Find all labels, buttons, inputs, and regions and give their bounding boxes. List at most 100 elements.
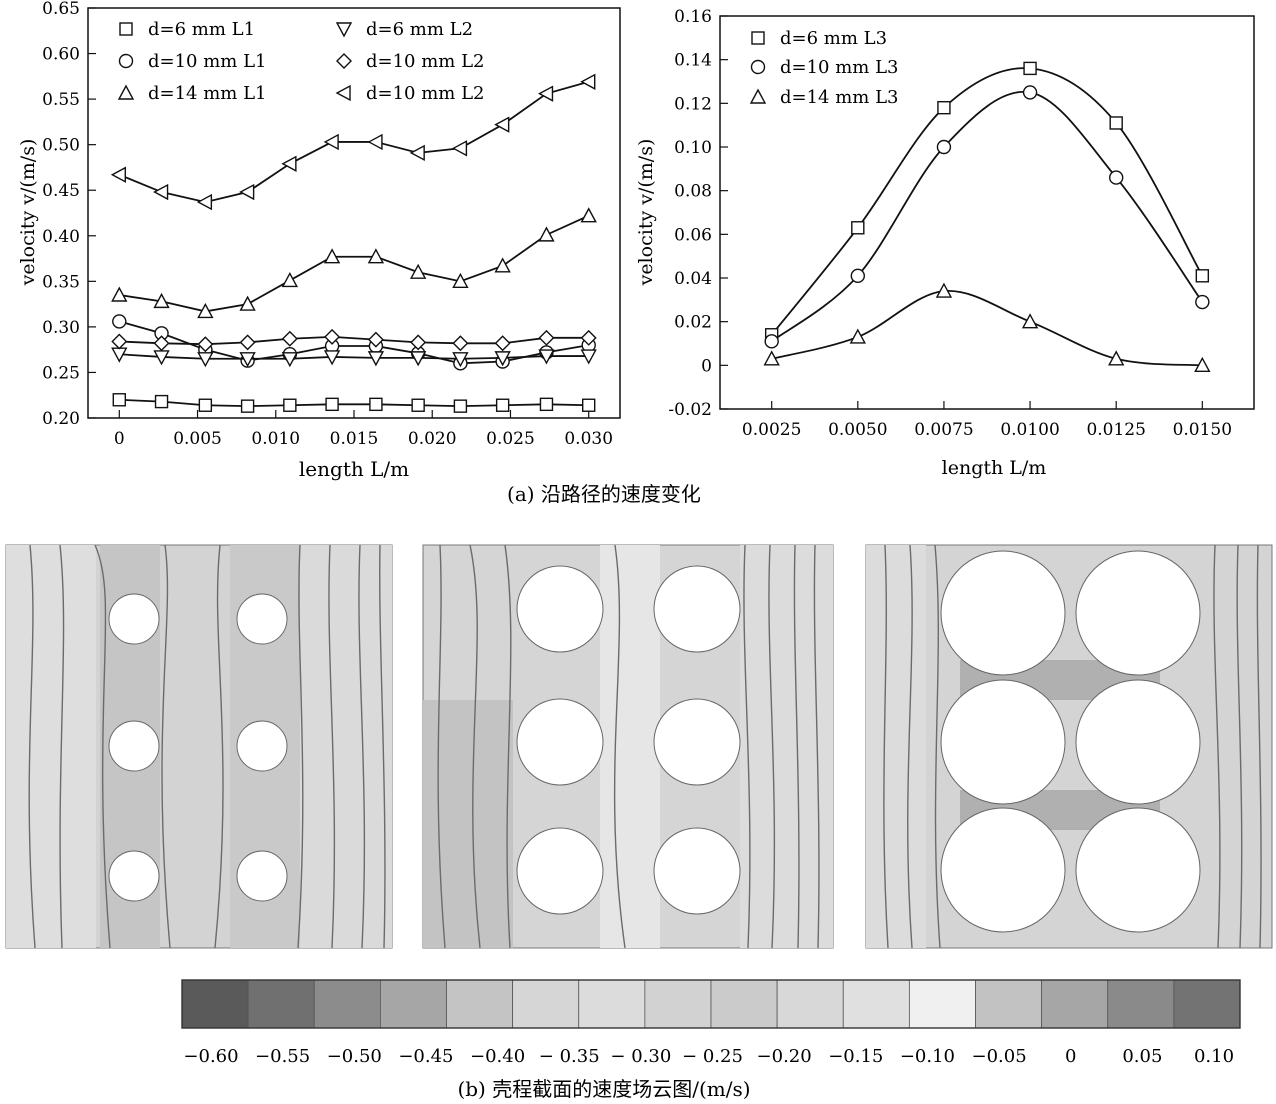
- x-tick-label: 0.0050: [828, 420, 887, 440]
- x-tick-label: 0.015: [330, 429, 379, 449]
- right-y-axis-label: velocity v/(m/s): [635, 139, 657, 287]
- colorbar-label: 0: [1065, 1046, 1076, 1067]
- series-line-2: [771, 290, 1203, 367]
- y-tick-label: 0.06: [674, 225, 712, 245]
- colorbar-label: −0.15: [828, 1046, 883, 1067]
- data-point: [323, 350, 341, 366]
- data-point: [323, 248, 341, 264]
- data-point: [410, 334, 427, 351]
- x-tick-label: 0.0100: [1000, 420, 1059, 440]
- data-point: [409, 351, 427, 367]
- data-point: [112, 314, 127, 329]
- colorbar-cell: [247, 979, 315, 1029]
- colorbar-cell: [975, 979, 1043, 1029]
- right-axes: -0.02 0 0.02 0.04 0.06 0.08 0.10 0.12 0.14 0.16 0.…: [668, 7, 1232, 440]
- data-point: [452, 272, 469, 289]
- legend-label-5: d=10 mm L2: [366, 83, 485, 104]
- data-point: [851, 221, 865, 235]
- colorbar-label: − 0.35: [539, 1046, 600, 1067]
- colorbar-label: 0.05: [1122, 1046, 1162, 1067]
- data-point: [110, 166, 126, 183]
- data-point: [281, 271, 299, 288]
- y-tick-label: 0.08: [674, 182, 712, 202]
- colorbar-label: 0.10: [1194, 1046, 1234, 1067]
- data-point: [580, 207, 597, 223]
- left-x-axis-label: length L/m: [299, 457, 409, 481]
- colorbar-label: − 0.30: [610, 1046, 671, 1067]
- colorbar-cell: [1107, 979, 1175, 1029]
- data-point: [325, 397, 339, 412]
- data-point: [111, 286, 128, 302]
- data-point: [849, 328, 866, 344]
- data-point: [281, 352, 299, 368]
- data-point: [153, 183, 169, 201]
- legend-marker-0: [119, 22, 133, 36]
- data-point: [369, 397, 383, 412]
- data-point: [153, 292, 170, 309]
- legend-label-0: d=6 mm L3: [780, 28, 887, 49]
- data-point: [580, 349, 597, 365]
- data-point: [111, 333, 128, 350]
- y-tick-label: 0.14: [674, 51, 712, 71]
- colorbar-cell: [313, 979, 381, 1029]
- colorbar-cell: [842, 979, 910, 1029]
- data-point: [239, 352, 256, 368]
- y-tick-label: 0.65: [42, 0, 80, 19]
- data-point: [198, 398, 213, 412]
- data-point: [1195, 269, 1210, 283]
- data-point: [494, 116, 510, 133]
- data-point: [409, 263, 427, 279]
- left-axes: 0.20 0.25 0.30 0.35 0.40 0.45 0.50 0.55 0.60 0.65…: [42, 0, 613, 449]
- data-point: [763, 350, 780, 366]
- chart-right: -0.02 0 0.02 0.04 0.06 0.08 0.10 0.12 0.14 0.16 0.…: [635, 7, 1255, 479]
- data-point: [367, 133, 383, 151]
- colorbar-label: −0.10: [900, 1046, 955, 1067]
- data-point: [936, 139, 952, 155]
- series-line-2: [119, 214, 590, 313]
- data-point: [580, 73, 596, 90]
- colorbar-cell: [379, 979, 447, 1029]
- contour-panel-middle: [422, 544, 834, 949]
- y-tick-label: 0.45: [42, 181, 80, 201]
- x-tick-label: 0.0075: [914, 420, 973, 440]
- data-point: [154, 394, 169, 409]
- data-point: [764, 334, 779, 349]
- colorbar-cell: [1041, 979, 1109, 1029]
- colorbar-cell: [644, 979, 712, 1029]
- series-line-5: [118, 80, 589, 203]
- colorbar-label: −0.20: [757, 1046, 812, 1067]
- legend-label-1: d=10 mm L3: [780, 57, 899, 78]
- data-point: [409, 144, 425, 162]
- colorbar-cell: [776, 979, 844, 1029]
- series-line-3: [119, 353, 589, 360]
- data-point: [367, 248, 385, 264]
- colorbar-labels: −0.60 −0.55 −0.50 −0.45 −0.40 − 0.35 − 0.30 − 0…: [183, 1046, 1234, 1067]
- data-point: [538, 329, 555, 346]
- data-point: [494, 351, 511, 367]
- series-line-1: [119, 320, 589, 365]
- legend-label-2: d=14 mm L1: [148, 83, 267, 104]
- series-line-0: [119, 398, 589, 408]
- data-point: [452, 335, 469, 352]
- colorbar-label: − 0.25: [682, 1046, 743, 1067]
- colorbar-frame: [181, 979, 1241, 1029]
- y-tick-label: 0.30: [42, 318, 80, 338]
- colorbar-cell: [578, 979, 646, 1029]
- colorbar-label: −0.40: [470, 1046, 525, 1067]
- y-tick-label: 0.20: [42, 409, 80, 429]
- right-x-axis-label: length L/m: [942, 457, 1047, 479]
- x-tick-label: 0.020: [408, 429, 457, 449]
- colorbar-cell: [1173, 979, 1241, 1029]
- legend-marker-2: [117, 84, 135, 100]
- colorbar-label: −0.05: [971, 1046, 1026, 1067]
- legend-label-0: d=6 mm L1: [148, 19, 255, 40]
- data-point: [197, 352, 214, 368]
- data-point: [495, 398, 510, 412]
- colorbar-label: −0.45: [398, 1046, 453, 1067]
- colorbar: [181, 979, 1241, 1029]
- data-point: [1023, 61, 1037, 76]
- y-tick-label: 0.04: [674, 269, 712, 289]
- legend-label-2: d=14 mm L3: [780, 87, 899, 108]
- data-point: [537, 85, 554, 102]
- data-point: [539, 397, 554, 412]
